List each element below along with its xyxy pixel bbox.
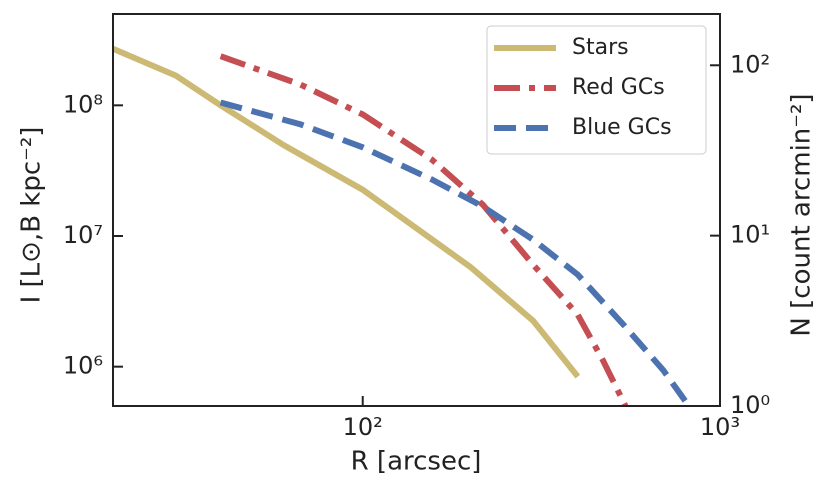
y-tick-label: 10⁶ <box>63 352 103 380</box>
series-line <box>219 53 629 406</box>
y-tick-label: 10⁷ <box>63 221 103 249</box>
series-line <box>219 99 692 406</box>
y2-tick-label: 10¹ <box>730 221 770 249</box>
series-line <box>113 46 581 379</box>
x-tick-label: 10² <box>343 413 383 441</box>
y-tick-label: 10⁸ <box>63 90 103 118</box>
x-tick-label: 10³ <box>700 413 740 441</box>
x-axis-label: R [arcsec] <box>351 447 482 477</box>
legend-label: Blue GCs <box>572 115 672 140</box>
y2-tick-label: 10² <box>730 50 770 78</box>
y-axis-label: I [L⊙,B kpc⁻²] <box>17 127 47 304</box>
y2-tick-label: 10⁰ <box>730 391 770 419</box>
plot-frame <box>112 13 721 407</box>
y2-axis-label: N [count arcmin⁻²] <box>787 93 817 336</box>
legend-box <box>486 25 707 155</box>
legend-label: Stars <box>572 35 629 60</box>
legend-label: Red GCs <box>572 75 665 100</box>
